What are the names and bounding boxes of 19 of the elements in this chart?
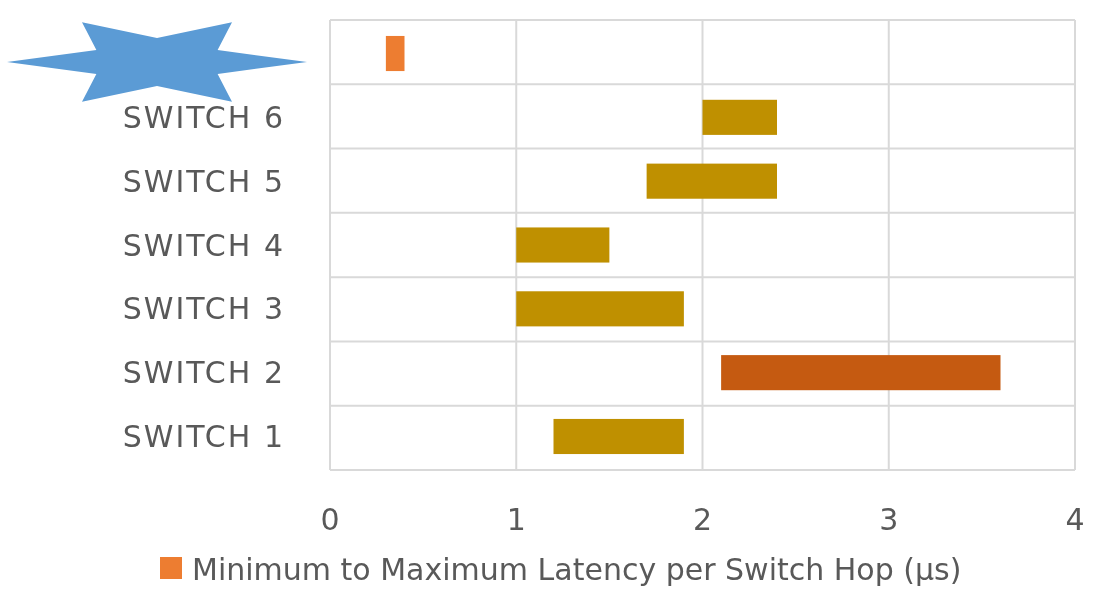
bar	[646, 163, 777, 199]
bar	[721, 355, 1001, 391]
legend-label: Minimum to Maximum Latency per Switch Hop (µs)	[192, 551, 962, 587]
y-tick-label: SWITCH 6	[122, 99, 285, 135]
x-tick-label: 2	[692, 502, 713, 537]
y-tick-label: SWITCH 1	[122, 418, 285, 454]
x-tick-label: 0	[320, 502, 340, 537]
x-tick-label: 4	[1065, 502, 1085, 537]
bar	[385, 35, 405, 72]
x-tick-label: 1	[506, 502, 526, 537]
y-tick-label: SWITCH 3	[122, 291, 285, 327]
x-tick-label: 3	[879, 502, 899, 537]
bar	[516, 291, 684, 327]
bar	[553, 418, 684, 455]
bar	[702, 99, 777, 135]
y-tick-label: SWITCH 4	[122, 227, 285, 263]
y-tick-label: SWITCH 2	[122, 355, 285, 391]
y-tick-label: SWITCH 5	[122, 163, 285, 199]
bar	[516, 227, 610, 263]
